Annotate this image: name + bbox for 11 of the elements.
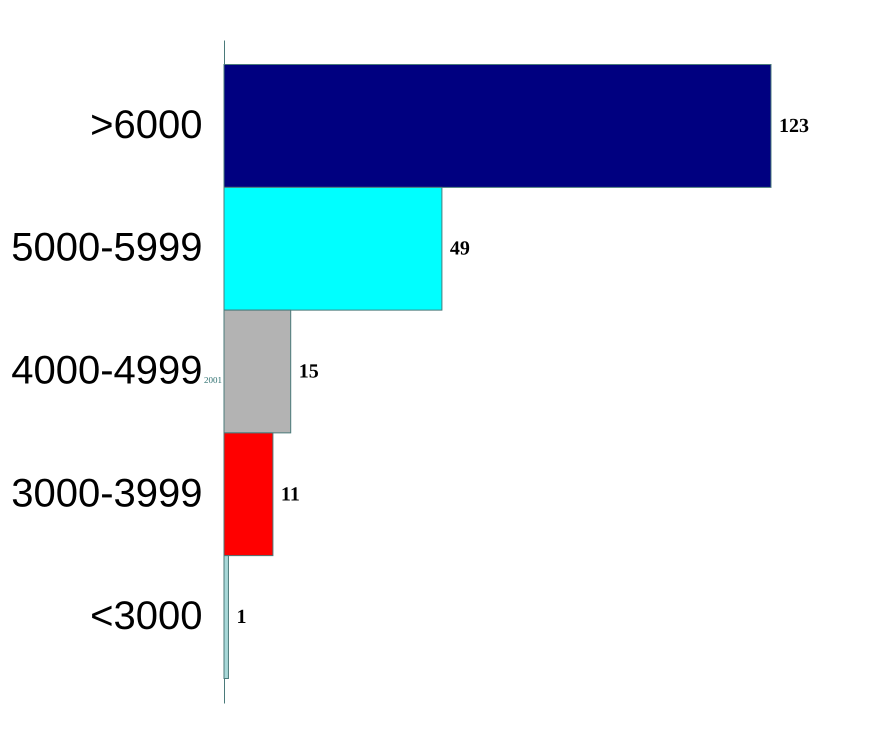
data-label: 11	[280, 483, 300, 506]
y-tick-label: 4000-4999	[11, 348, 202, 392]
y-tick-label: >6000	[90, 102, 202, 147]
y-tick-label: 3000-3999	[11, 471, 202, 516]
y-tick-label: 5000-5999	[11, 226, 202, 270]
data-label: 123	[779, 114, 809, 137]
data-label: 49	[450, 238, 470, 260]
text: 2001	[204, 375, 222, 385]
y-tick-label: <3000	[90, 594, 202, 638]
data-label: 15	[298, 360, 319, 382]
data-label: 1	[236, 606, 246, 628]
